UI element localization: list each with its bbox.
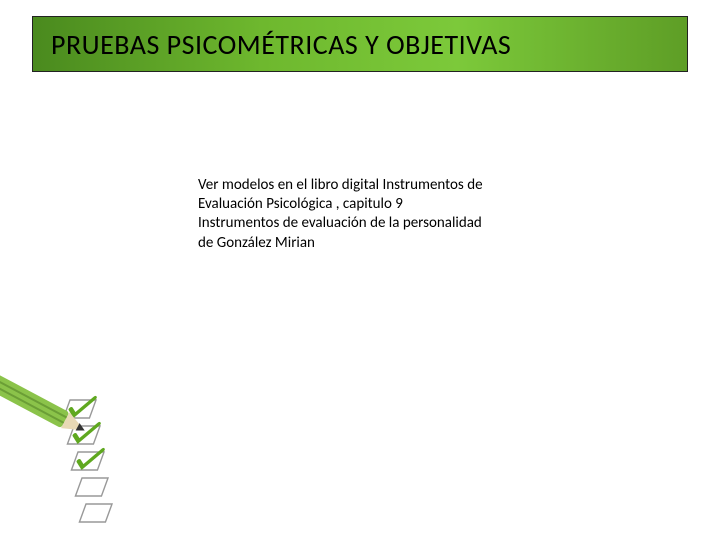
slide: PRUEBAS PSICOMÉTRICAS Y OBJETIVAS Ver mo… [0, 0, 720, 540]
title-band: PRUEBAS PSICOMÉTRICAS Y OBJETIVAS [32, 16, 688, 72]
body-line-4: de González Mirian [198, 234, 528, 253]
pencil-checklist-icon [0, 340, 180, 540]
body-line-2: Evaluación Psicológica , capitulo 9 [198, 195, 528, 214]
body-text: Ver modelos en el libro digital Instrume… [198, 176, 528, 253]
body-line-3: Instrumentos de evaluación de la persona… [198, 214, 528, 233]
slide-title: PRUEBAS PSICOMÉTRICAS Y OBJETIVAS [51, 27, 511, 62]
body-line-1: Ver modelos en el libro digital Instrume… [198, 176, 528, 195]
